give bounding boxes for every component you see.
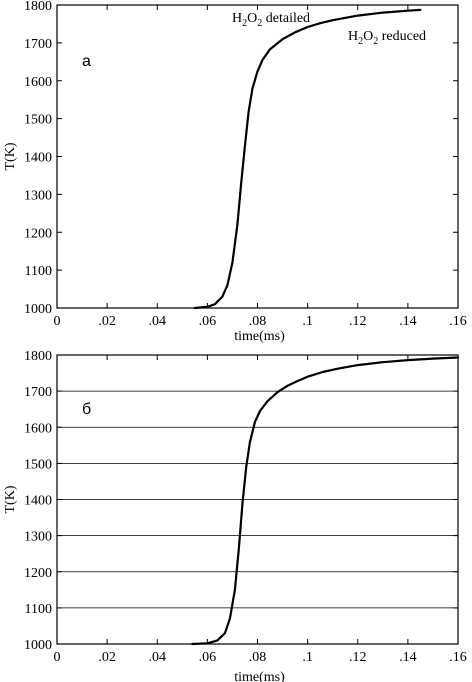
x-axis-title: time(ms) xyxy=(234,329,285,344)
y-tick-label: 1100 xyxy=(25,264,52,279)
y-tick-label: 1200 xyxy=(24,226,52,241)
series-line xyxy=(193,8,422,310)
series-line xyxy=(191,356,460,646)
x-tick-label: .12 xyxy=(349,314,367,329)
y-tick-label: 1400 xyxy=(24,494,52,509)
panel-letter: б xyxy=(82,401,91,418)
x-tick-label: .1 xyxy=(302,650,313,665)
y-tick-label: 1000 xyxy=(24,302,52,317)
y-tick-label: 1300 xyxy=(24,188,52,203)
panel-a: 0 .02 .04 .06 .08 .1 .12 .14 .16 1000 1100 1200 1300… xyxy=(3,0,467,344)
y-tick-label: 1700 xyxy=(24,37,52,52)
curve-annotation: H2O2 detailed xyxy=(232,11,310,29)
x-tick-label: .1 xyxy=(302,314,313,329)
y-tick-label: 1600 xyxy=(24,421,52,436)
x-tick-label: .08 xyxy=(249,650,267,665)
y-tick-label: 1600 xyxy=(24,75,52,90)
x-tick-label: 0 xyxy=(54,314,61,329)
y-tick-label: 1700 xyxy=(24,385,52,400)
y-tick-label: 1500 xyxy=(24,113,52,128)
curve-annotation: H2O2 reduced xyxy=(348,29,426,47)
x-tick-label: .04 xyxy=(149,650,167,665)
y-tick-label: 1800 xyxy=(24,0,52,14)
x-tick-label: .16 xyxy=(449,650,467,665)
x-tick-label: .06 xyxy=(199,314,217,329)
y-tick-label: 1800 xyxy=(24,349,52,364)
x-tick-label: .02 xyxy=(98,314,116,329)
x-tick-label: 0 xyxy=(54,650,61,665)
plot-frame xyxy=(56,4,459,309)
y-tick-label: 1400 xyxy=(24,151,52,166)
x-axis-title: time(ms) xyxy=(234,670,285,682)
y-tick-label: 1200 xyxy=(24,566,52,581)
x-tick-label: .12 xyxy=(349,650,367,665)
x-tick-label: .04 xyxy=(149,314,167,329)
x-tick-label: .14 xyxy=(399,650,417,665)
x-tick-label: .16 xyxy=(449,314,467,329)
x-tick-label: .08 xyxy=(249,314,267,329)
y-tick-label: 1300 xyxy=(24,530,52,545)
y-tick-label: 1500 xyxy=(24,457,52,472)
y-axis-title: T(K) xyxy=(3,142,18,170)
y-tick-label: 1000 xyxy=(24,638,52,653)
x-tick-label: .14 xyxy=(399,314,417,329)
y-tick-label: 1100 xyxy=(25,602,52,617)
panel-b: 0 .02 .04 .06 .08 .1 .12 .14 .16 1000 1100 1200 1300… xyxy=(3,349,467,682)
y-axis-title: T(K) xyxy=(3,485,18,513)
panel-letter: a xyxy=(82,53,91,70)
x-tick-label: .02 xyxy=(98,650,116,665)
x-tick-label: .06 xyxy=(199,650,217,665)
